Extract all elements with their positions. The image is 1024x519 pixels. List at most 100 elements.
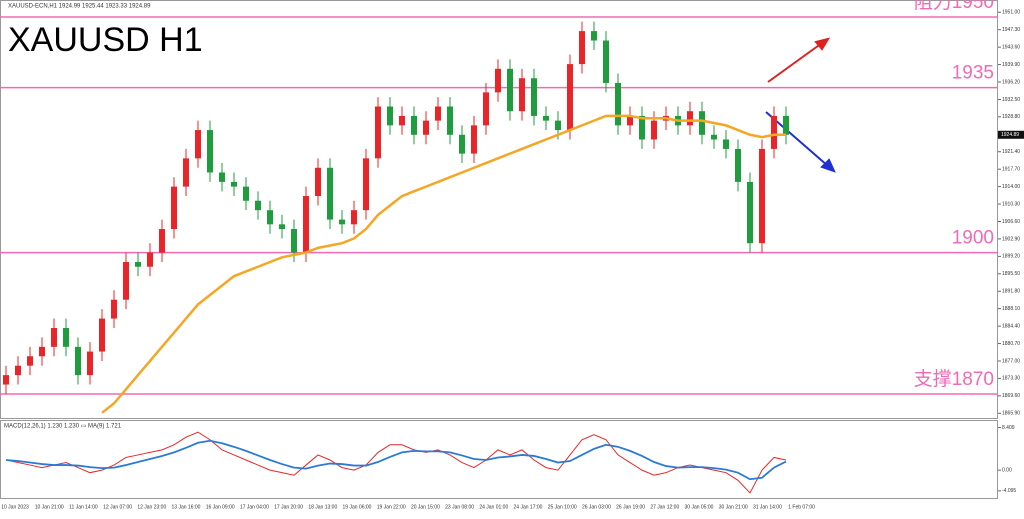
macd-title: MACD(12,26,1) 1.230 1.230 ▭ MA(9) 1.721: [4, 424, 122, 430]
candle-body: [279, 224, 285, 230]
candle-body: [99, 318, 105, 352]
level-label: 支撑1870: [914, 368, 994, 390]
candle-body: [735, 148, 741, 182]
candle-body: [399, 115, 405, 126]
level-label: 阻力1950: [914, 0, 994, 13]
x-tick-label: 19 Jan 06:00: [343, 504, 372, 510]
candle-body: [327, 167, 333, 220]
x-tick-label: 12 Jan 23:00: [137, 504, 166, 510]
candle-body: [435, 106, 441, 121]
x-tick-label: 17 Jan 04:00: [240, 504, 269, 510]
y-tick-label: 1910.30: [1002, 201, 1020, 207]
candle-body: [243, 186, 249, 201]
x-tick-label: 27 Jan 12:00: [650, 504, 679, 510]
chart-title: XAUUSD H1: [8, 21, 203, 59]
candle-body: [495, 68, 501, 93]
candle-body: [51, 327, 57, 347]
candle-body: [207, 130, 213, 173]
y-tick-label: 1884.40: [1002, 323, 1020, 329]
x-tick-label: 30 Jan 05:00: [685, 504, 714, 510]
y-tick-label: 8.409: [1002, 425, 1015, 431]
x-tick-label: 26 Jan 03:00: [582, 504, 611, 510]
macd-line: [5, 439, 787, 481]
candle-body: [135, 262, 141, 267]
candle-body: [87, 351, 93, 376]
y-tick-label: 1951.00: [1002, 10, 1020, 16]
candle-body: [15, 365, 21, 376]
x-tick-label: 11 Jan 14:00: [69, 504, 98, 510]
candle-body: [111, 299, 117, 319]
x-tick-label: 18 Jan 13:00: [308, 504, 337, 510]
header: XAUUSD-ECN,H1 1924.99 1925.44 1923.33 19…: [8, 4, 151, 10]
price-pane: [0, 0, 998, 419]
y-tick-label: 1932.50: [1002, 97, 1020, 103]
x-tick-label: 10 Jan 2023: [1, 504, 29, 510]
candle-body: [747, 181, 753, 244]
x-tick-label: 23 Jan 08:00: [445, 504, 474, 510]
candle-body: [339, 219, 345, 225]
y-tick-label: 1880.70: [1002, 341, 1020, 347]
candle-body: [423, 120, 429, 135]
candle-body: [567, 64, 573, 131]
candle-body: [603, 40, 609, 83]
x-tick-label: 26 Jan 19:00: [616, 504, 645, 510]
candle-body: [27, 356, 33, 366]
candle-body: [231, 181, 237, 187]
candle-body: [627, 115, 633, 126]
macd-pane: [0, 420, 998, 499]
candle-body: [303, 196, 309, 253]
y-tick-label: 1895.50: [1002, 271, 1020, 277]
y-tick-label: 1873.30: [1002, 376, 1020, 382]
x-tick-label: 19 Jan 22:00: [377, 504, 406, 510]
y-tick-label: 1921.40: [1002, 149, 1020, 155]
candle-body: [75, 346, 81, 376]
x-tick-label: 20 Jan 15:00: [411, 504, 440, 510]
candle-body: [123, 262, 129, 300]
y-tick-label: 1865.90: [1002, 411, 1020, 417]
last-price-box: [998, 130, 1024, 139]
candle-body: [531, 78, 537, 116]
candle-body: [195, 130, 201, 159]
candle-body: [783, 115, 789, 135]
y-tick-label: 1943.60: [1002, 44, 1020, 50]
x-tick-label: 24 Jan 17:00: [514, 504, 543, 510]
candle-body: [3, 375, 9, 385]
candle-body: [543, 115, 549, 121]
x-tick-label: 13 Jan 16:00: [172, 504, 201, 510]
candle-body: [147, 252, 153, 267]
candle-body: [651, 120, 657, 140]
candle-body: [351, 210, 357, 225]
candle-body: [471, 125, 477, 154]
candle-body: [507, 68, 513, 112]
candle-body: [639, 115, 645, 140]
y-tick-label: 1939.90: [1002, 62, 1020, 68]
candle-body: [315, 167, 321, 197]
x-tick-label: 30 Jan 21:00: [719, 504, 748, 510]
y-tick-label: 1899.20: [1002, 254, 1020, 260]
x-tick-label: 25 Jan 10:00: [548, 504, 577, 510]
y-tick-label: -4.095: [1002, 488, 1016, 494]
candle-body: [363, 158, 369, 211]
x-tick-label: 24 Jan 01:00: [479, 504, 508, 510]
x-tick-label: 10 Jan 21:00: [35, 504, 64, 510]
y-tick-label: 1936.20: [1002, 79, 1020, 85]
candle-body: [459, 134, 465, 154]
y-tick-label: 1902.90: [1002, 236, 1020, 242]
candle-body: [219, 172, 225, 182]
candle-body: [411, 115, 417, 135]
candle-body: [291, 229, 297, 253]
macd-line: [5, 431, 787, 494]
candle-body: [687, 111, 693, 126]
candle-body: [519, 78, 525, 112]
x-tick-label: 31 Jan 14:00: [753, 504, 782, 510]
candle-body: [183, 158, 189, 187]
y-tick-label: 0.00: [1002, 467, 1012, 473]
x-tick-label: 12 Jan 07:00: [103, 504, 132, 510]
y-tick-label: 1914.00: [1002, 184, 1020, 190]
moving-average: [101, 114, 786, 414]
y-tick-label: 1869.60: [1002, 393, 1020, 399]
candle-body: [759, 148, 765, 244]
y-tick-label: 1947.30: [1002, 27, 1020, 33]
y-tick-label: 1877.00: [1002, 358, 1020, 364]
